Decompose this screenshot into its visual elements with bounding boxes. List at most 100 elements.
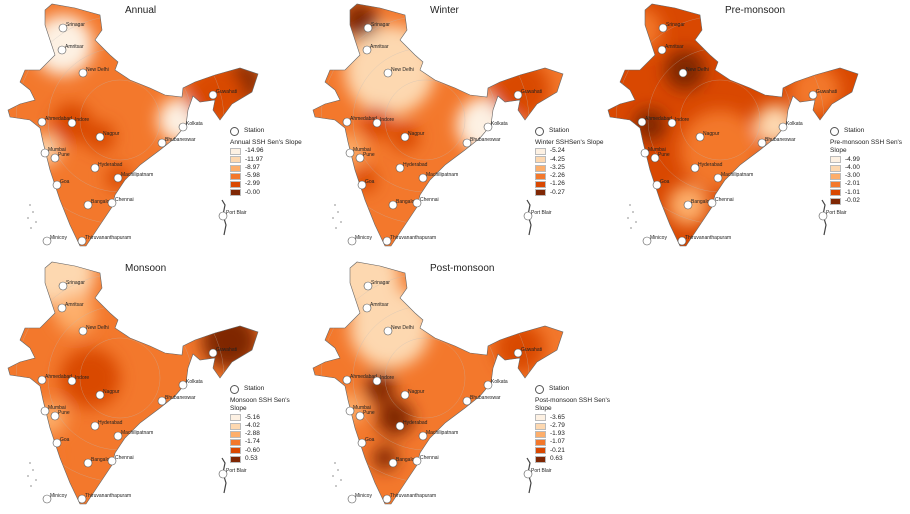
station-marker: Chennai [707, 197, 734, 208]
legend-item: -2.99 [230, 180, 302, 189]
station-label: Hyderabad [98, 162, 123, 168]
legend-item: -0.00 [230, 189, 302, 197]
station-marker: Srinagar [58, 280, 85, 291]
legend-value: -0.02 [845, 197, 860, 205]
station-marker: Kolkata [178, 379, 203, 390]
station-marker: Srinagar [58, 22, 85, 33]
legend-value: 0.53 [245, 455, 258, 463]
legend-value: -1.74 [245, 438, 260, 446]
lakshadweep-islands [30, 227, 32, 229]
station-legend-item: Station [230, 385, 305, 394]
legend-value: -2.26 [550, 172, 565, 180]
station-label: New Delhi [686, 67, 709, 73]
station-marker: Mumbai [40, 147, 66, 158]
station-marker: Ahmedabad [37, 116, 72, 127]
station-label: Indore [75, 375, 89, 381]
legend-value: -0.00 [245, 188, 260, 196]
station-label: Port Blair [826, 210, 847, 216]
legend-swatch [230, 430, 241, 438]
legend: Station Winter SSHSen's Slope -5.24 -4.25 -3… [535, 127, 603, 197]
legend-title: Pre-monsoon SSH Sen's Slope [830, 139, 903, 155]
station-marker: Amritsar [57, 302, 84, 313]
station-label: Pune [658, 152, 670, 158]
legend-item: -3.00 [830, 172, 905, 180]
station-marker: Port Blair [818, 210, 847, 221]
trend-hotspot [377, 400, 413, 436]
lakshadweep-islands [32, 469, 34, 471]
station-label: Amritsar [370, 44, 389, 50]
station-label: Mumbai [48, 147, 66, 153]
station-label: Hyderabad [698, 162, 723, 168]
station-marker: Ahmedabad [37, 374, 72, 385]
station-marker: Amritsar [657, 44, 684, 55]
station-label: Nagpur [703, 131, 720, 137]
trend-hotspot [618, 8, 662, 52]
map-panel-winter: Srinagar Amritsar New Delhi Guwahati Ahmedab… [305, 0, 610, 257]
station-label: Srinagar [371, 22, 390, 28]
station-marker: Guwahati [808, 89, 837, 100]
legend-item: -5.16 [230, 414, 305, 422]
station-label: Chennai [420, 455, 439, 461]
panel-title: Monsoon [125, 263, 167, 274]
station-marker: Nagpur [695, 131, 720, 142]
legend-item: -4.25 [535, 156, 603, 164]
panel-title: Winter [430, 5, 459, 16]
legend-swatch [830, 181, 841, 189]
station-marker: Bangalore [683, 199, 714, 210]
station-marker: Indore [67, 375, 89, 386]
map-panel-post-monsoon: Srinagar Amritsar New Delhi Guwahati Ahmedab… [305, 258, 610, 514]
station-marker: Bangalore [83, 199, 114, 210]
station-label: Chennai [115, 197, 134, 203]
station-label: Srinagar [666, 22, 685, 28]
station-marker: Mumbai [345, 147, 371, 158]
station-label: Srinagar [66, 22, 85, 28]
legend-item: -4.00 [830, 164, 905, 172]
legend-swatch [830, 197, 841, 205]
trend-hotspot [365, 373, 395, 403]
station-label: Hyderabad [98, 420, 123, 426]
legend-item: -1.74 [230, 438, 305, 447]
legend-swatch [535, 147, 546, 155]
station-label: Kolkata [786, 121, 803, 127]
station-label: Guwahati [216, 89, 237, 95]
station-marker: Machilipatnam [713, 172, 753, 183]
station-marker: Port Blair [523, 210, 552, 221]
station-label: Machilipatnam [121, 172, 153, 178]
station-marker: Chennai [107, 197, 134, 208]
station-label: Mumbai [48, 405, 66, 411]
station-label: Machilipatnam [721, 172, 753, 178]
station-marker: Guwahati [208, 89, 237, 100]
legend-value: -5.24 [550, 147, 565, 155]
station-legend-label: Station [549, 127, 570, 135]
station-marker: Kolkata [178, 121, 203, 132]
station-label: Hyderabad [403, 420, 428, 426]
legend-item: -2.01 [830, 180, 905, 189]
station-marker: Machilipatnam [113, 430, 153, 441]
station-label: Minicoy [50, 493, 67, 499]
legend-value: -4.99 [845, 155, 860, 163]
legend: Station Monsoon SSH Sen's Slope -5.16 -4.02… [230, 385, 305, 463]
station-marker: Machilipatnam [113, 172, 153, 183]
station-label: Chennai [420, 197, 439, 203]
legend-swatch [230, 414, 241, 422]
legend-swatch [535, 172, 546, 180]
station-marker: New Delhi [78, 325, 109, 336]
station-label: Pune [363, 410, 375, 416]
legend-item: -0.02 [830, 197, 905, 205]
station-label: Bangalore [396, 457, 419, 463]
station-label: Thiruvananthapuram [85, 493, 131, 499]
lakshadweep-islands [627, 217, 629, 219]
station-marker: New Delhi [678, 67, 709, 78]
station-marker: Thiruvananthapuram [382, 493, 436, 504]
station-circle-icon [830, 127, 839, 136]
legend-value: -5.16 [245, 413, 260, 421]
station-marker: Hyderabad [690, 162, 723, 173]
legend-swatch [230, 181, 241, 189]
trend-hotspot [202, 313, 258, 369]
lakshadweep-islands [32, 211, 34, 213]
india-map: Srinagar Amritsar New Delhi Guwahati Ahmedab… [312, 3, 564, 247]
legend-swatch [230, 439, 241, 447]
station-marker: Thiruvananthapuram [77, 235, 131, 246]
station-marker: Goa [52, 437, 70, 448]
legend-value: -3.00 [845, 172, 860, 180]
